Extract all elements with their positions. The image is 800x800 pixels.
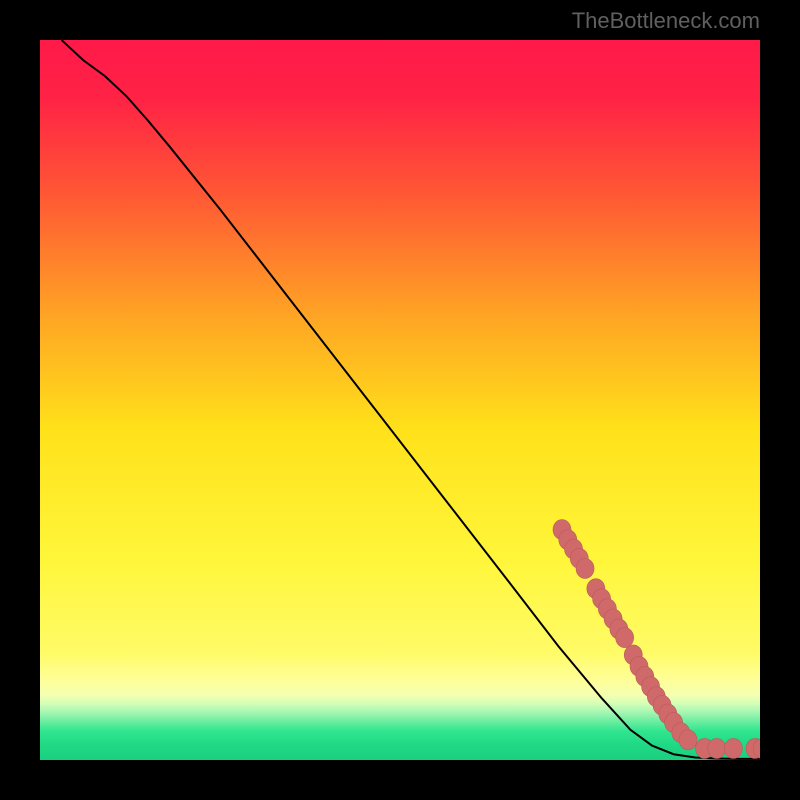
gradient-background: [40, 40, 760, 760]
marker-point: [576, 558, 594, 578]
chart-frame: TheBottleneck.com: [0, 0, 800, 800]
plot-area: [40, 40, 760, 760]
marker-point: [679, 730, 697, 750]
chart-svg: [40, 40, 760, 760]
attribution-text: TheBottleneck.com: [572, 8, 760, 34]
marker-point: [616, 628, 634, 648]
marker-point: [724, 738, 742, 758]
marker-point: [708, 738, 726, 758]
